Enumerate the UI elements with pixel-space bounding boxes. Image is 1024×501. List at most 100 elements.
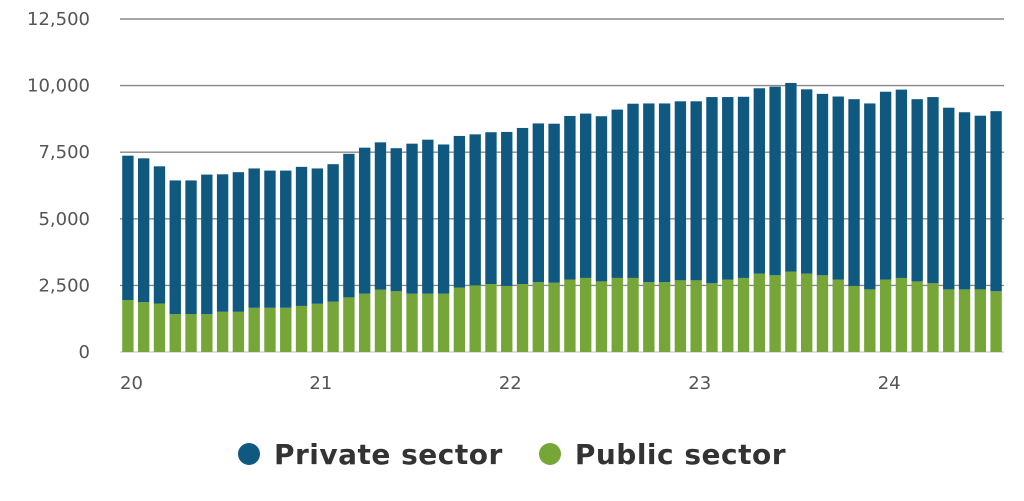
bar-public-sector (327, 301, 339, 352)
bar-public-sector (611, 277, 623, 352)
bar-public-sector (122, 300, 134, 352)
bar-private-sector (185, 180, 197, 315)
bar-private-sector (816, 93, 829, 276)
legend-swatch-public (538, 443, 561, 465)
bar-public-sector (706, 283, 718, 352)
bar-public-sector (437, 293, 450, 352)
bar-public-sector (579, 277, 592, 352)
x-tick-label: 21 (309, 373, 332, 394)
bar-private-sector (564, 115, 576, 280)
bar-private-sector (153, 166, 166, 304)
bar-public-sector (911, 281, 923, 352)
bar-private-sector (785, 82, 797, 272)
bar-public-sector (374, 289, 387, 352)
y-tick-label: 12,500 (27, 9, 90, 30)
bar-public-sector (658, 282, 671, 352)
bar-private-sector (453, 135, 466, 288)
bar-public-sector (564, 279, 576, 352)
bar-public-sector (422, 293, 434, 352)
bar-public-sector (737, 277, 750, 352)
bar-public-sector (627, 277, 639, 352)
bar-public-sector (927, 283, 939, 352)
bar-public-sector (595, 281, 608, 352)
bar-public-sector (185, 314, 197, 352)
bar-public-sector (280, 307, 292, 352)
bar-private-sector (911, 99, 923, 282)
y-tick-label: 0 (79, 342, 90, 363)
bar-public-sector (943, 289, 955, 352)
bar-private-sector (374, 142, 387, 290)
bar-public-sector (769, 275, 781, 352)
bar-public-sector (800, 273, 813, 352)
bar-private-sector (216, 174, 229, 312)
bar-public-sector (406, 293, 418, 352)
legend-item-public: Public sector (538, 437, 787, 471)
bar-private-sector (469, 134, 481, 286)
bar-private-sector (611, 109, 623, 278)
bar-private-sector (658, 103, 671, 283)
bar-public-sector (469, 285, 481, 352)
bar-private-sector (311, 168, 324, 304)
bar-public-sector (674, 280, 687, 352)
bar-private-sector (674, 101, 687, 281)
x-axis-ticks: 20 21 22 23 24 (120, 373, 901, 394)
bar-public-sector (501, 285, 513, 352)
bar-public-sector (390, 291, 402, 352)
bar-public-sector (785, 271, 797, 352)
bar-public-sector (832, 279, 844, 352)
bar-private-sector (343, 153, 355, 298)
bars (122, 82, 1002, 352)
legend-label-private: Private sector (273, 437, 503, 471)
legend-item-private: Private sector (237, 437, 503, 471)
bar-private-sector (706, 97, 718, 284)
bar-private-sector (201, 174, 213, 315)
bar-private-sector (280, 170, 292, 308)
bar-public-sector (516, 284, 529, 352)
chart-area: 0 2,500 5,000 7,500 10,000 12,500 20 21 22 23 24 (27, 9, 1004, 394)
bar-private-sector (737, 96, 750, 278)
y-axis-ticks: 0 2,500 5,000 7,500 10,000 12,500 (27, 9, 90, 363)
bar-private-sector (327, 164, 339, 302)
legend-swatch-private (237, 443, 260, 465)
bar-public-sector (753, 273, 766, 352)
legend-label-public: Public sector (574, 437, 787, 471)
bar-private-sector (422, 139, 434, 294)
bar-private-sector (864, 103, 876, 290)
bar-private-sector (879, 91, 892, 280)
bar-public-sector (532, 282, 545, 352)
bar-public-sector (232, 311, 245, 352)
bar-private-sector (800, 89, 813, 274)
bar-public-sector (690, 280, 702, 352)
bar-public-sector (958, 289, 971, 352)
bar-public-sector (453, 287, 466, 352)
x-tick-label: 23 (688, 373, 711, 394)
bar-public-sector (264, 307, 276, 352)
bar-private-sector (437, 144, 450, 294)
y-tick-label: 2,500 (38, 275, 90, 296)
bar-public-sector (295, 305, 308, 352)
bar-private-sector (643, 103, 655, 283)
bar-private-sector (232, 172, 245, 312)
bar-public-sector (879, 279, 892, 352)
x-tick-label: 22 (499, 373, 522, 394)
bar-private-sector (295, 166, 308, 306)
x-tick-label: 24 (878, 373, 901, 394)
bar-private-sector (579, 113, 592, 278)
bar-private-sector (595, 116, 608, 282)
bar-public-sector (722, 279, 734, 352)
bar-private-sector (690, 101, 702, 281)
x-tick-label: 20 (120, 373, 143, 394)
bar-public-sector (643, 282, 655, 352)
bar-public-sector (201, 314, 213, 352)
bar-public-sector (137, 302, 150, 352)
bar-private-sector (548, 123, 560, 283)
y-tick-label: 10,000 (27, 76, 90, 97)
bar-private-sector (974, 115, 987, 290)
bar-public-sector (990, 291, 1002, 352)
bar-public-sector (169, 314, 181, 352)
y-tick-label: 5,000 (38, 209, 90, 230)
stacked-bar-chart: 0 2,500 5,000 7,500 10,000 12,500 20 21 22 23 24 (27, 9, 1004, 394)
bar-public-sector (864, 289, 876, 352)
bar-private-sector (722, 97, 734, 280)
bar-private-sector (390, 148, 402, 292)
